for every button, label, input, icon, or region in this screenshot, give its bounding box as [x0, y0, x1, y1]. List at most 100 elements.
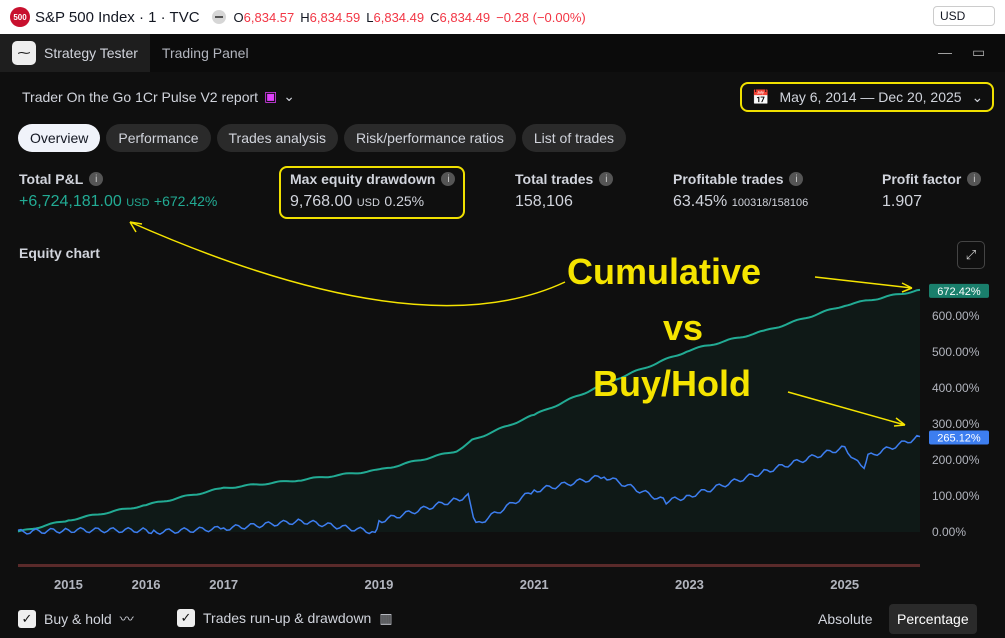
metric-value: 158,106 — [515, 193, 573, 210]
metric-label: Profit factor — [882, 171, 962, 187]
metric-label: Total trades — [515, 171, 594, 187]
x-tick-label: 2019 — [364, 577, 393, 592]
h-label: H — [300, 9, 310, 25]
bar-chart-icon: ▥ — [379, 609, 393, 626]
metric-unit: USD — [126, 197, 150, 209]
metric-pct: 0.25% — [384, 193, 425, 209]
annotation-cumulative: Cumulative — [567, 251, 762, 292]
metric-value: +6,724,181.00 — [19, 193, 122, 210]
date-range: May 6, 2014 — Dec 20, 2025 — [779, 89, 962, 105]
annotation-buyhold: Buy/Hold — [593, 363, 751, 404]
absolute-button[interactable]: Absolute — [818, 611, 873, 627]
metric-label: Max equity drawdown — [290, 171, 436, 187]
last-value-label: 672.42% — [937, 286, 981, 298]
tab-trades-analysis[interactable]: Trades analysis — [216, 124, 339, 152]
tab-performance[interactable]: Performance — [106, 124, 211, 152]
checkbox-checked-icon[interactable]: ✓ — [18, 610, 36, 628]
y-tick-label: 200.00% — [932, 453, 980, 467]
info-icon[interactable]: i — [89, 172, 104, 186]
equity-area — [18, 289, 920, 532]
metric-label: Profitable trades — [673, 171, 784, 187]
metric-total-pnl: Total P&L i +6,724,181.00 USD +672.42% — [19, 171, 217, 211]
tab-label: Strategy Tester — [44, 45, 138, 61]
tab-risk-ratios[interactable]: Risk/performance ratios — [344, 124, 516, 152]
metric-total-trades: Total trades i 158,106 — [515, 171, 614, 211]
percentage-button[interactable]: Percentage — [889, 604, 977, 634]
y-tick-label: 400.00% — [932, 381, 980, 395]
equity-line — [17, 288, 921, 533]
calendar-icon: 📅 — [752, 88, 770, 105]
buyhold-label: Buy & hold — [44, 611, 112, 627]
line-chart-icon: 〰 — [119, 611, 134, 627]
y-tick-label: 0.00% — [932, 525, 966, 539]
info-icon[interactable]: i — [599, 172, 614, 186]
strategy-icon: ⁓ — [12, 41, 36, 65]
minus-icon[interactable] — [211, 10, 226, 24]
arrow-to-pnl — [129, 221, 566, 307]
change-value: −0.28 (−0.00%) — [496, 9, 586, 25]
annotation-vs: vs — [663, 307, 704, 348]
metric-profit-factor: Profit factor i 1.907 — [882, 171, 982, 211]
expand-icon[interactable]: ⤢ — [957, 241, 985, 269]
report-selector[interactable]: Trader On the Go 1Cr Pulse V2 report ▣ ⌄ — [22, 88, 295, 105]
low-value: 6,834.49 — [373, 9, 425, 25]
minimize-icon[interactable]: — — [938, 44, 952, 60]
symbol-name[interactable]: S&P 500 Index · 1 · TVC — [35, 8, 200, 26]
metric-pct: +672.42% — [153, 193, 218, 209]
highlight-box — [279, 166, 465, 219]
info-icon[interactable]: i — [967, 172, 982, 186]
x-tick-label: 2021 — [520, 577, 549, 592]
arrow-to-buyhold — [787, 391, 906, 427]
currency-select[interactable]: USD — [933, 6, 995, 26]
buyhold-toggle[interactable]: ✓ Buy & hold 〰 — [18, 609, 134, 629]
last-value-badge — [929, 283, 989, 298]
arrowhead — [129, 221, 143, 233]
chevron-down-icon: ⌄ — [283, 88, 295, 104]
runup-toggle[interactable]: ✓ Trades run-up & drawdown ▥ — [177, 609, 393, 627]
symbol-bar: 500 S&P 500 Index · 1 · TVC O6,834.57 H6… — [0, 0, 1005, 34]
x-tick-label: 2017 — [209, 577, 238, 592]
arrow-to-equity — [814, 276, 913, 293]
high-value: 6,834.59 — [309, 9, 361, 25]
metric-label: Total P&L — [19, 171, 84, 187]
info-icon[interactable]: i — [441, 172, 456, 186]
chevron-down-icon: ⌄ — [971, 88, 984, 105]
open-value: 6,834.57 — [243, 9, 295, 25]
c-label: C — [430, 9, 440, 25]
buyhold-line — [17, 434, 921, 536]
y-tick-label: 300.00% — [932, 417, 980, 431]
l-label: L — [366, 9, 374, 25]
o-label: O — [233, 9, 244, 25]
tab-list-of-trades[interactable]: List of trades — [521, 124, 627, 152]
equity-chart-title: Equity chart — [19, 245, 100, 261]
runup-label: Trades run-up & drawdown — [203, 610, 372, 626]
metric-unit: USD — [356, 197, 380, 209]
last-value-label: 265.12% — [937, 433, 981, 445]
metric-max-drawdown: Max equity drawdown i 9,768.00 USD 0.25% — [290, 171, 456, 211]
checkbox-checked-icon[interactable]: ✓ — [177, 609, 195, 627]
metric-ratio: 100318/158106 — [731, 197, 809, 209]
x-tick-label: 2023 — [675, 577, 704, 592]
y-tick-label: 500.00% — [932, 345, 980, 359]
tab-overview[interactable]: Overview — [18, 124, 101, 152]
x-tick-label: 2015 — [54, 577, 83, 592]
metric-value: 63.45% — [673, 193, 728, 210]
y-tick-label: 100.00% — [932, 489, 980, 503]
date-range-button[interactable]: 📅 May 6, 2014 — Dec 20, 2025 ⌄ — [740, 82, 994, 112]
metric-profitable-trades: Profitable trades i 63.45% 100318/158106 — [673, 171, 808, 211]
x-tick-label: 2016 — [132, 577, 161, 592]
maximize-icon[interactable]: ▭ — [972, 44, 986, 60]
x-tick-label: 2025 — [830, 577, 859, 592]
close-value: 6,834.49 — [439, 9, 491, 25]
metric-value: 1.907 — [882, 193, 923, 210]
runup-drawdown-strip — [18, 564, 920, 567]
report-title: Trader On the Go 1Cr Pulse V2 report — [22, 88, 259, 105]
info-icon[interactable]: i — [789, 172, 804, 186]
tab-trading-panel[interactable]: Trading Panel — [161, 45, 249, 61]
sp500-logo: 500 — [10, 7, 30, 27]
y-tick-label: 600.00% — [932, 309, 980, 323]
tab-strategy-tester[interactable]: ⁓ Strategy Tester — [0, 34, 150, 72]
last-value-badge — [929, 430, 989, 445]
calendar-icon: ▣ — [264, 88, 278, 104]
